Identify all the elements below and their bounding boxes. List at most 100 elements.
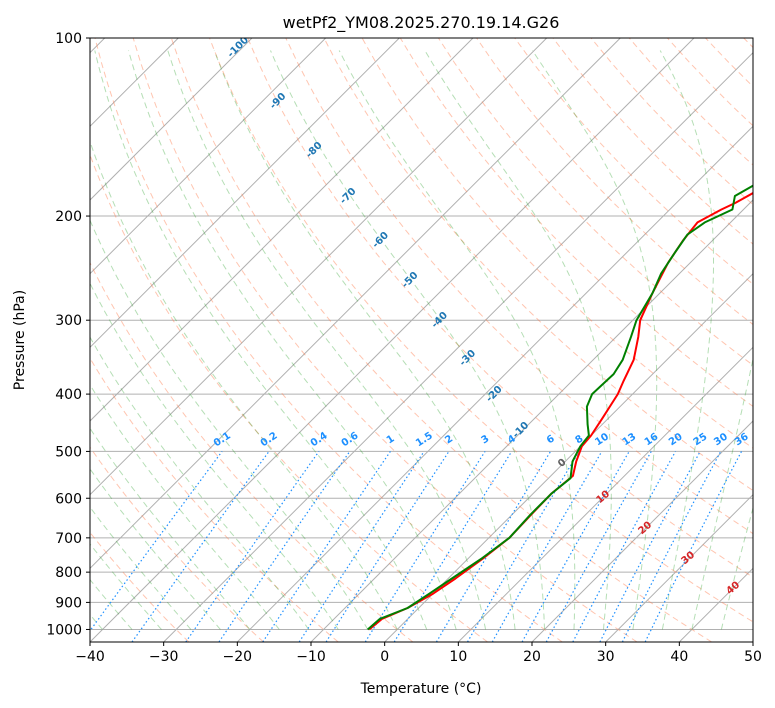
x-tick-label: 40 — [670, 649, 688, 665]
dry-adiabat-line — [743, 38, 753, 49]
x-tick-label: −40 — [75, 649, 105, 665]
dry-adiabat-line — [590, 38, 753, 206]
mixing-ratio-label: 13 — [621, 431, 639, 448]
moist-adiabat-line — [270, 50, 545, 630]
moist-adiabat-line — [424, 50, 612, 630]
isotherm-line — [90, 38, 327, 275]
dry-adiabat-label: -50 — [400, 270, 421, 291]
mixing-ratio-line — [218, 451, 351, 642]
y-tick-label: 1000 — [46, 622, 82, 638]
x-tick-label: 10 — [449, 649, 467, 665]
dry-adiabat-line — [247, 38, 753, 578]
y-tick-label: 600 — [55, 491, 82, 507]
moist-adiabat-label: 30 — [679, 550, 697, 567]
moist-adiabat-line — [213, 50, 516, 630]
mixing-ratio-label: 6 — [545, 433, 557, 446]
dry-adiabat-label: -40 — [430, 310, 451, 331]
dry-adiabat-line — [437, 38, 753, 366]
isotherm-line — [457, 346, 753, 642]
y-tick-label: 800 — [55, 565, 82, 581]
moist-adiabat-line — [94, 50, 428, 630]
x-tick-label: 30 — [597, 649, 615, 665]
isotherm-line — [384, 272, 753, 642]
moist-adiabat-line — [90, 506, 192, 630]
mixing-ratio-line — [131, 451, 270, 642]
x-tick-label: −20 — [223, 649, 253, 665]
mixing-ratio-label: 25 — [692, 431, 710, 448]
x-tick-label: 50 — [744, 649, 762, 665]
dry-adiabat-line — [94, 38, 563, 642]
mixing-ratio-line — [298, 451, 425, 642]
dry-adiabat-line — [476, 38, 753, 326]
moist-adiabat-line — [90, 139, 398, 630]
moist-adiabat-line — [531, 50, 658, 630]
moist-adiabat-line — [90, 282, 339, 630]
mixing-ratio-line — [599, 451, 701, 642]
mixing-ratio-line — [572, 451, 677, 642]
moist-adiabat-line — [90, 383, 280, 630]
mixing-ratio-label: 2 — [443, 433, 455, 446]
mixing-ratio-line — [521, 451, 630, 642]
dry-adiabat-line — [132, 38, 638, 642]
dry-adiabat-line — [90, 261, 414, 642]
mixing-ratio-label: 3 — [479, 433, 491, 446]
isotherm-line — [310, 199, 753, 642]
isotherm-line — [236, 125, 753, 642]
mixing-ratio-line — [364, 451, 486, 642]
isotherm-line — [90, 38, 548, 496]
y-axis-label: Pressure (hPa) — [12, 290, 28, 390]
x-tick-label: −10 — [296, 649, 326, 665]
dry-adiabat-line — [90, 446, 264, 642]
dry-adiabat-line — [285, 38, 753, 535]
y-tick-label: 200 — [55, 209, 82, 225]
moist-adiabat-line — [720, 506, 753, 630]
moist-adiabat-line — [90, 543, 162, 630]
axes: −40 −30 −20 −10 0 10 20 30 40 5010020030040050060… — [46, 31, 762, 665]
mixing-ratio-line — [262, 451, 391, 642]
mixing-ratio-line — [435, 451, 552, 642]
mixing-ratio-label: 8 — [573, 433, 585, 446]
moist-adiabat-line — [90, 336, 310, 630]
mixing-ratio-label: 20 — [667, 431, 685, 448]
dry-adiabat-line — [170, 38, 712, 642]
mixing-ratio-label: 0.6 — [340, 430, 361, 449]
mixing-ratio-line — [185, 451, 320, 642]
chart-title: wetPf2_YM08.2025.270.19.14.G26 — [283, 13, 560, 33]
isotherm-line — [90, 38, 400, 349]
dry-adiabat-label: -60 — [371, 230, 392, 251]
y-tick-label: 100 — [55, 31, 82, 47]
moist-adiabat-line — [128, 50, 457, 630]
mixing-ratio-label: 30 — [712, 431, 730, 448]
y-tick-label: 500 — [55, 444, 82, 460]
isotherm-line — [90, 38, 621, 570]
dewpoint-profile — [367, 184, 753, 631]
temperature-profile — [368, 191, 753, 631]
dry-adiabat-line — [705, 38, 753, 88]
isotherm-line — [90, 38, 695, 642]
y-tick-label: 400 — [55, 387, 82, 403]
x-tick-label: −30 — [149, 649, 179, 665]
y-tick-label: 300 — [55, 313, 82, 329]
mixing-ratio-line — [393, 451, 513, 642]
x-tick-label: 20 — [523, 649, 541, 665]
mixing-ratio-label: 36 — [733, 431, 751, 448]
moist-adiabat-line — [167, 50, 487, 630]
dry-adiabat-line — [323, 38, 753, 492]
dry-adiabat-line — [667, 38, 753, 127]
plot-area: 0.1 0.2 0.4 0.6 1 1.5 2 3 4 6 8 10 13 16 20 25 30 36-100-… — [90, 38, 753, 642]
y-tick-label: 900 — [55, 595, 82, 611]
moist-adiabat-line — [691, 356, 753, 630]
moist-adiabat-line — [90, 427, 251, 630]
isotherm-line — [531, 420, 753, 642]
mixing-ratio-line — [90, 451, 223, 632]
x-axis-label: Temperature (°C) — [360, 681, 482, 697]
dry-adiabat-line — [90, 357, 339, 642]
isotherm-line — [163, 51, 753, 642]
dry-adiabat-line — [90, 531, 190, 642]
mixing-ratio-label: 1 — [385, 433, 397, 446]
isotherm-line — [90, 38, 253, 201]
isotherm-line — [752, 641, 753, 642]
moist-adiabat-line — [659, 50, 714, 630]
moist-adiabat-line — [90, 468, 221, 630]
